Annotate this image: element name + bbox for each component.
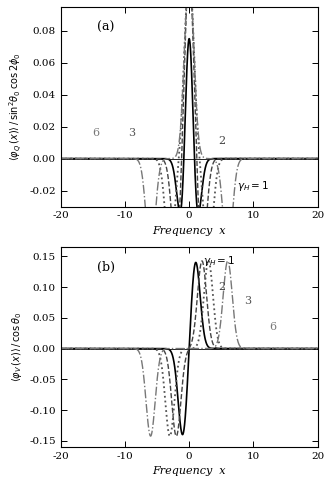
Text: 6: 6 [269,322,277,332]
Text: 6: 6 [93,128,100,138]
Text: 2: 2 [218,282,225,292]
X-axis label: Frequency  x: Frequency x [152,226,226,236]
X-axis label: Frequency  x: Frequency x [152,466,226,476]
Text: (a): (a) [97,21,114,34]
Y-axis label: $\langle\varphi_V\,(x)\rangle\,/\,\cos\theta_0$: $\langle\varphi_V\,(x)\rangle\,/\,\cos\t… [10,312,24,382]
Text: 3: 3 [244,296,251,306]
Text: 3: 3 [128,128,135,138]
Text: (b): (b) [97,261,115,274]
Text: $\gamma_H=1$: $\gamma_H=1$ [203,254,236,268]
Text: 2: 2 [218,136,225,146]
Y-axis label: $\langle\varphi_Q\,(x)\rangle\,/\,\sin^2\!\theta_0\,\cos 2\phi_0$: $\langle\varphi_Q\,(x)\rangle\,/\,\sin^2… [7,52,24,161]
Text: $\gamma_H=1$: $\gamma_H=1$ [237,179,270,193]
